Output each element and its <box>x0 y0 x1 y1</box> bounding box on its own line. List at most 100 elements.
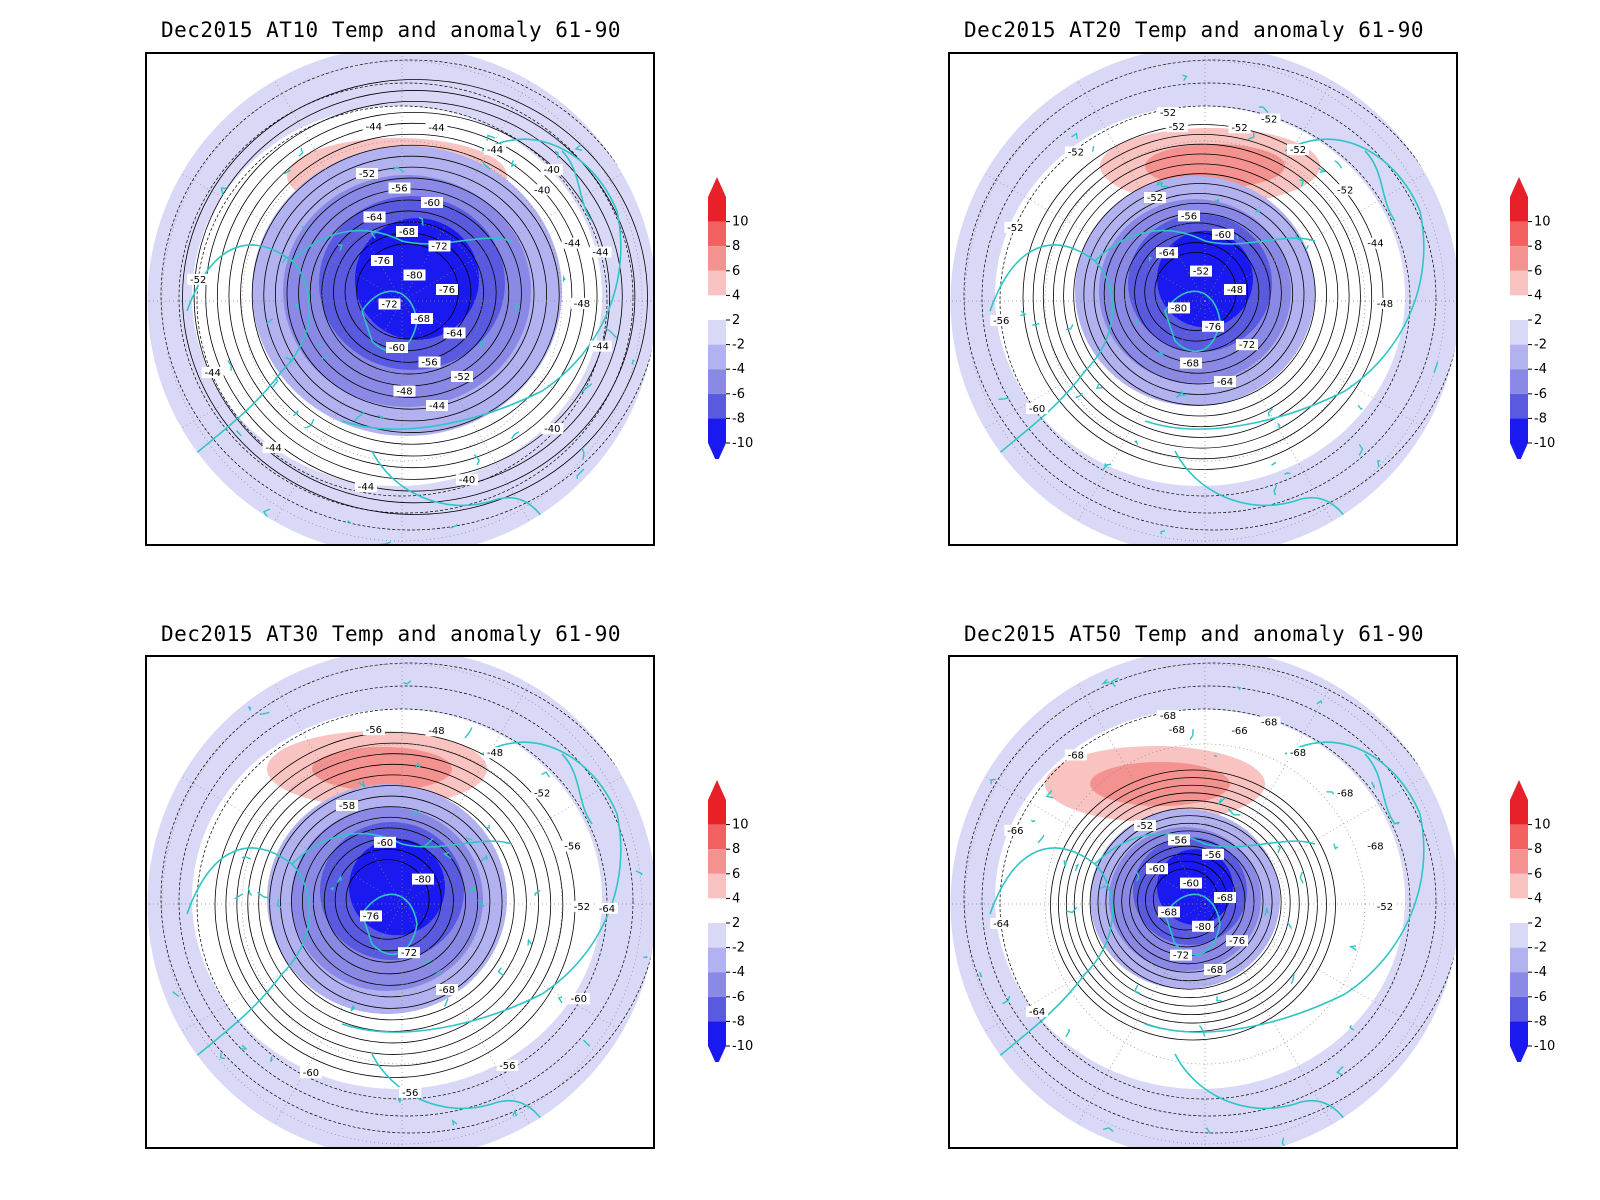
contour-label: -76 <box>1205 322 1221 333</box>
coastline-fragment <box>358 780 366 789</box>
contour-label: -52 <box>1007 223 1023 234</box>
contour-label-bg <box>426 400 448 411</box>
panel-title-at50: Dec2015 AT50 Temp and anomaly 61-90 <box>963 622 1424 646</box>
coastline-fragment <box>370 229 376 239</box>
contour-label: -72 <box>1173 951 1189 962</box>
coastline-fragment <box>220 187 227 196</box>
contour-label-bg <box>399 1086 422 1098</box>
colorbar-top-arrow <box>1510 780 1528 800</box>
contour-label-bg <box>1180 357 1202 369</box>
coastline-fragment <box>1213 754 1218 758</box>
contour-label-bg <box>531 184 554 196</box>
meridian-line <box>1204 300 1427 429</box>
coastline-fragment <box>1294 233 1303 243</box>
contour-label: -68 <box>1160 711 1176 722</box>
meridian-line <box>1204 79 1333 302</box>
contour-label: -56 <box>564 842 580 853</box>
contour-label: -66 <box>1007 826 1023 837</box>
coastline-fragment <box>241 855 252 860</box>
coastline-fragment <box>527 938 533 946</box>
coastline-fragment <box>443 998 449 1007</box>
coastline-fragment <box>240 1044 248 1050</box>
coastline-fragment <box>1065 1028 1071 1038</box>
isotherm-contour <box>1113 830 1264 973</box>
contour-label-bg <box>374 836 396 848</box>
coastline <box>1094 229 1316 262</box>
meridian-line <box>1204 903 1333 1126</box>
contour-label-bg <box>531 787 554 799</box>
contour-label: -68 <box>1183 359 1199 370</box>
contour-label: -64 <box>1159 248 1175 259</box>
coastline-fragment <box>1277 845 1282 854</box>
contour-label: -80 <box>1195 922 1211 933</box>
isotherm-contour <box>182 79 648 515</box>
contour-label: -48 <box>1377 299 1393 310</box>
coastline-fragment <box>172 991 179 997</box>
coastline-fragment <box>1258 106 1269 114</box>
coastline <box>989 847 1114 1065</box>
contour-label-bg <box>1224 284 1246 295</box>
colorbar-label: -8 <box>1534 1014 1547 1029</box>
isotherm-contour <box>263 155 560 433</box>
colorbar-label: 10 <box>1534 215 1551 230</box>
colorbar-at50: 10 8 6 4 2 -2 -4 -6 -8 -10 <box>1504 778 1574 1066</box>
colorbar-swatch <box>1510 923 1528 948</box>
contour-label: -48 <box>487 748 503 759</box>
contour-label: -40 <box>534 185 550 196</box>
coastline-fragment <box>281 255 288 264</box>
contour-label-bg <box>378 298 401 310</box>
colorbar-swatch <box>708 320 726 345</box>
coastline-fragment <box>1135 318 1138 325</box>
coastline-fragment <box>294 303 300 310</box>
contour-label: -60 <box>1149 864 1165 875</box>
colorbar-at10: 10 8 6 4 2 -2 -4 -6 -8 -10 <box>702 175 772 463</box>
colorbar-swatch <box>708 246 726 271</box>
coastline-fragment <box>979 971 983 978</box>
contour-label: -56 <box>499 1061 515 1072</box>
coastline-fragment <box>486 134 496 141</box>
colorbar-swatch <box>1510 270 1528 296</box>
coastline-fragment <box>347 520 352 524</box>
coastline-fragment <box>1255 209 1262 213</box>
coastline-fragment <box>580 383 593 394</box>
coastline-fragment <box>1290 973 1295 985</box>
colorbar-label: 6 <box>732 264 740 279</box>
contour-label-bg <box>1364 840 1387 852</box>
coastline-fragment <box>482 160 491 170</box>
isotherm-contour <box>251 144 573 445</box>
contour-label: -48 <box>396 387 412 398</box>
colorbar-swatch <box>708 369 726 394</box>
meridian-line <box>180 903 403 1032</box>
contour-label-bg <box>1334 787 1357 799</box>
contour-label: -40 <box>459 475 475 486</box>
coastline-fragment <box>270 1056 273 1063</box>
colorbar-label: 2 <box>1534 916 1542 931</box>
contour-label: -44 <box>205 368 221 379</box>
contour-label-bg <box>541 423 564 435</box>
coastline-fragment <box>1358 444 1364 456</box>
contour-label-bg <box>1158 906 1180 918</box>
contour-label-bg <box>1157 710 1180 722</box>
contour-label-bg <box>362 724 385 736</box>
coastline-fragment <box>283 169 292 175</box>
contour-label: -52 <box>1137 821 1153 832</box>
contour-label: -52 <box>1261 115 1277 126</box>
coastline-fragment <box>1348 945 1357 951</box>
colorbar-swatch <box>708 295 726 320</box>
coastline-fragment <box>485 824 491 829</box>
coastline-fragment <box>473 454 480 466</box>
colorbar-swatch <box>708 923 726 948</box>
coastline-fragment <box>605 327 618 339</box>
meridian-line <box>401 300 530 523</box>
coastline-fragment <box>411 809 421 817</box>
contour-label-bg <box>354 481 377 493</box>
coastline <box>1144 741 1425 1033</box>
isotherm-contour <box>1032 133 1373 460</box>
coastline-fragment <box>1349 1024 1355 1031</box>
colorbar-swatch <box>1510 295 1528 320</box>
colorbar-label: 4 <box>732 288 740 303</box>
coastline <box>341 741 622 1033</box>
meridian-line <box>1204 776 1427 905</box>
coastline-fragment <box>1205 1127 1211 1135</box>
coastline-fragment <box>1156 350 1165 356</box>
